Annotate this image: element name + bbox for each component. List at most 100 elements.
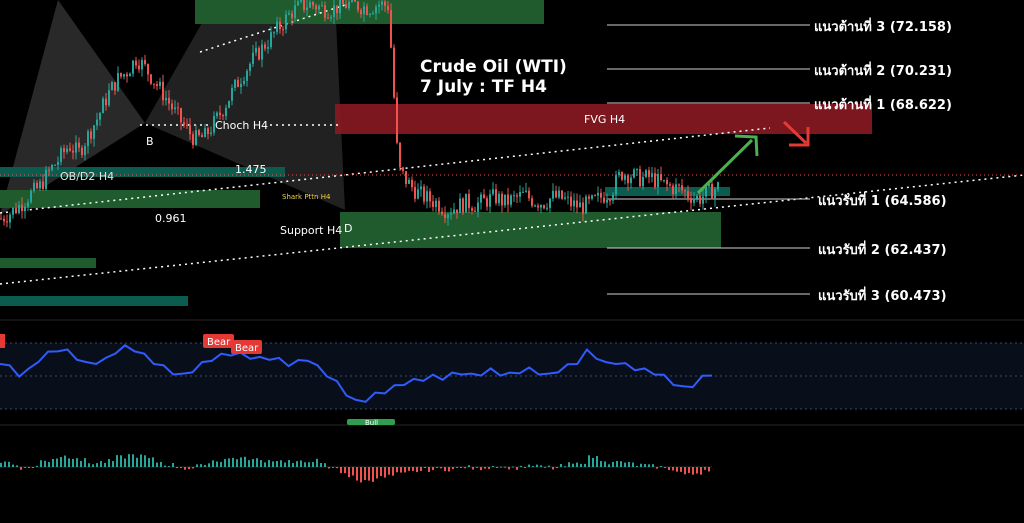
histogram-bar (300, 460, 302, 467)
histogram-bar (144, 455, 146, 467)
candle-body (63, 148, 65, 153)
histogram-bar (404, 467, 406, 473)
histogram-bar (392, 467, 394, 476)
candle-body (246, 70, 248, 81)
candle-body (546, 207, 548, 209)
histogram-bar (380, 467, 382, 477)
candle-body (264, 44, 266, 49)
level-label-s2: แนวรับที่ 2 (62.437) (818, 240, 947, 258)
candle-body (240, 83, 242, 88)
histogram-bar (72, 458, 74, 467)
arrow-down-icon (782, 120, 810, 147)
histogram-bar (608, 464, 610, 467)
candle-body (687, 191, 689, 198)
candle-body (357, 1, 359, 11)
histogram-bar (328, 467, 330, 469)
candle-body (213, 116, 215, 133)
candle-body (159, 81, 161, 86)
candle-body (57, 161, 59, 165)
candle-body (462, 198, 464, 213)
candle-body (39, 181, 41, 189)
candle-body (27, 202, 29, 207)
candle-body (69, 148, 71, 151)
candle-body (231, 87, 233, 101)
candle-body (570, 196, 572, 207)
candle-body (690, 197, 692, 203)
histogram-bar (140, 454, 142, 467)
candle-body (663, 179, 665, 181)
histogram-bar (108, 459, 110, 467)
histogram-bar (320, 463, 322, 467)
histogram-bar (24, 466, 26, 468)
candle-body (693, 198, 695, 203)
bear-badge-edge (0, 334, 5, 348)
candle-body (354, 0, 356, 2)
candle-body (129, 73, 131, 77)
histogram-bar (220, 461, 222, 467)
histogram-bar (540, 465, 542, 467)
candle-body (681, 185, 683, 191)
candle-body (636, 168, 638, 170)
bear-badge-2: Bear (235, 343, 259, 354)
histogram-bar (200, 464, 202, 467)
histogram-bar (156, 462, 158, 467)
histogram-bar (384, 467, 386, 478)
histogram-bar (36, 465, 38, 467)
candle-body (297, 1, 299, 6)
candle-body (639, 168, 641, 187)
candle-body (138, 65, 140, 70)
histogram-bar (372, 467, 374, 482)
teal-zone (0, 167, 285, 177)
candle-body (531, 198, 533, 206)
histogram-bar (572, 463, 574, 467)
arrow-up-icon (696, 134, 759, 195)
candle-body (666, 179, 668, 185)
candle-body (72, 150, 74, 153)
candle-body (36, 182, 38, 189)
histogram-bar (324, 463, 326, 467)
candle-body (684, 190, 686, 192)
histogram-bar (488, 467, 490, 469)
candle-body (54, 164, 56, 166)
candle-body (555, 190, 557, 198)
pattern-dotted (199, 4, 346, 53)
candle-body (660, 173, 662, 181)
histogram-bar (8, 461, 10, 467)
candle-body (657, 173, 659, 188)
candle-body (513, 195, 515, 197)
histogram-bar (204, 464, 206, 467)
candle-body (588, 196, 590, 199)
histogram-bar (272, 461, 274, 467)
histogram-bar (44, 460, 46, 467)
candle-body (519, 191, 521, 197)
histogram-bar (612, 461, 614, 467)
histogram-bar (152, 457, 154, 467)
histogram-bar (424, 467, 426, 469)
candle-body (573, 200, 575, 207)
histogram-bar (420, 467, 422, 471)
histogram-bar (552, 467, 554, 470)
candle-body (33, 182, 35, 191)
level-label-s3: แนวรับที่ 3 (60.473) (818, 286, 947, 304)
histogram-bar (448, 467, 450, 472)
histogram-bar (644, 464, 646, 467)
histogram-bar (360, 467, 362, 483)
histogram-bar (472, 467, 474, 470)
histogram-bar (528, 464, 530, 467)
candle-body (276, 21, 278, 33)
candle-body (558, 190, 560, 198)
histogram-bar (12, 464, 14, 467)
bear-badge-1-bg (203, 334, 234, 348)
histogram-bar (544, 466, 546, 468)
candle-body (717, 182, 719, 190)
candle-body (648, 170, 650, 177)
candle-body (201, 135, 203, 138)
histogram-bar (212, 460, 214, 467)
candle-body (330, 17, 332, 19)
candle-body (489, 194, 491, 207)
histogram-bar (368, 467, 370, 481)
candle-body (114, 82, 116, 91)
choch-label: Choch H4 (215, 119, 268, 132)
histogram-bar (268, 460, 270, 467)
histogram-bar (248, 460, 250, 467)
